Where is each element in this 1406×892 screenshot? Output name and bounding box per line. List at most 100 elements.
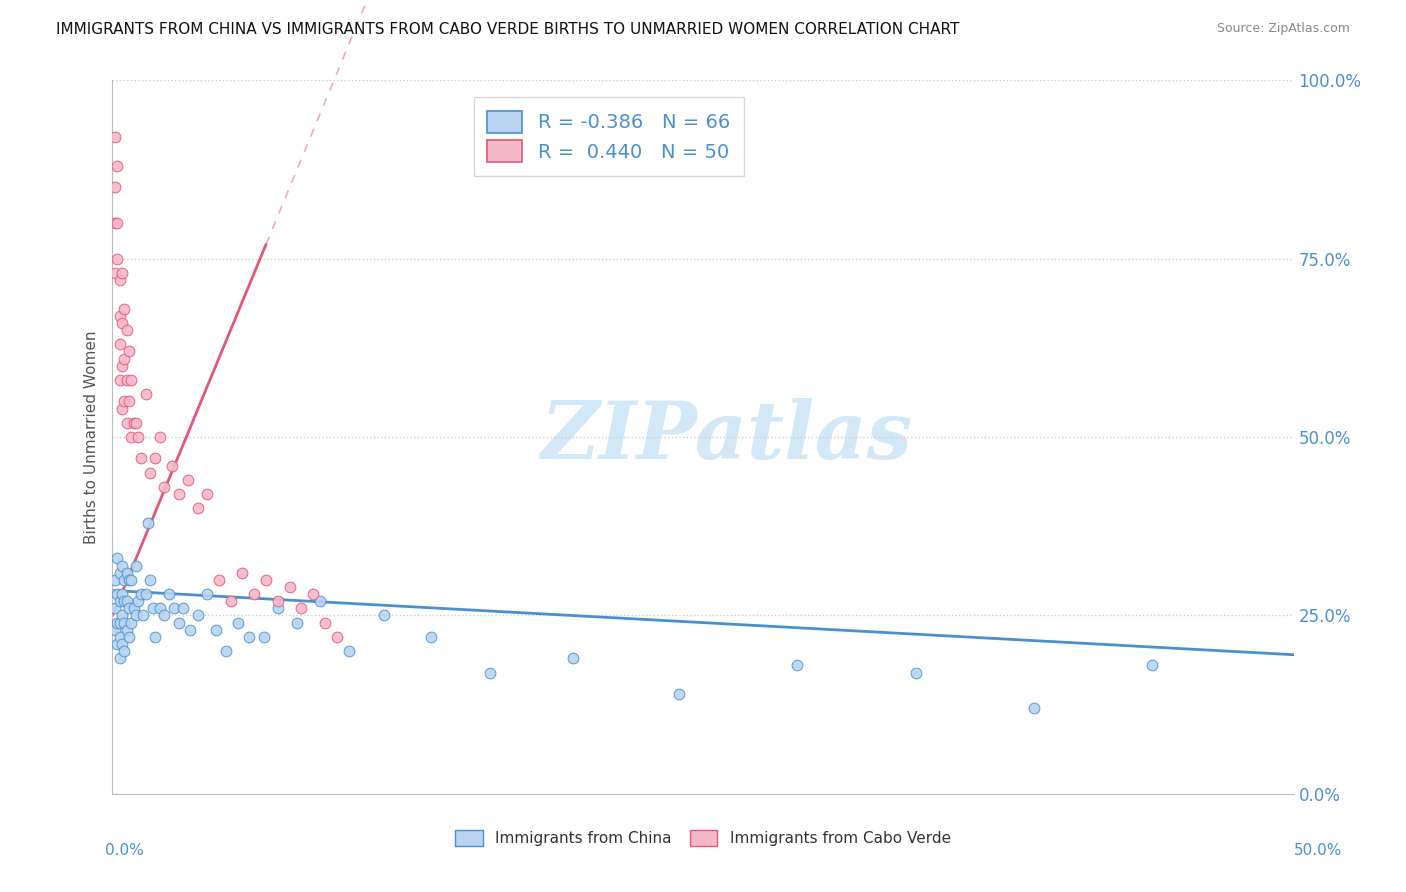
Point <box>267 601 290 615</box>
Point <box>125 558 148 573</box>
Point <box>326 630 349 644</box>
Text: Source: ZipAtlas.com: Source: ZipAtlas.com <box>1216 22 1350 36</box>
Point <box>108 309 131 323</box>
Point <box>904 665 927 680</box>
Point <box>139 573 162 587</box>
Point <box>108 630 131 644</box>
Point <box>105 587 128 601</box>
Point <box>195 587 218 601</box>
Point <box>135 387 157 401</box>
Point <box>111 401 134 416</box>
Point <box>105 637 128 651</box>
Point <box>111 316 134 330</box>
Point <box>153 480 176 494</box>
Point <box>115 323 138 337</box>
Point <box>120 615 142 630</box>
Point <box>142 601 165 615</box>
Point <box>112 644 135 658</box>
Point <box>105 551 128 566</box>
Point <box>127 594 149 608</box>
Point <box>104 216 127 230</box>
Point <box>122 416 145 430</box>
Point <box>231 566 253 580</box>
Point <box>167 615 190 630</box>
Text: 50.0%: 50.0% <box>1295 843 1343 858</box>
Point <box>104 180 127 194</box>
Point <box>108 337 131 351</box>
Point <box>285 615 308 630</box>
Point <box>111 637 134 651</box>
Point <box>115 566 138 580</box>
Point <box>479 665 502 680</box>
Point <box>125 416 148 430</box>
Point <box>104 601 127 615</box>
Point <box>125 608 148 623</box>
Point <box>108 566 131 580</box>
Point <box>111 266 134 280</box>
Point <box>129 451 152 466</box>
Point <box>105 615 128 630</box>
Point <box>108 651 131 665</box>
Point <box>108 615 131 630</box>
Point <box>115 623 138 637</box>
Point <box>1140 658 1163 673</box>
Point <box>112 351 135 366</box>
Point <box>132 608 155 623</box>
Point <box>562 651 585 665</box>
Point <box>112 301 135 316</box>
Point <box>105 159 128 173</box>
Point <box>118 394 141 409</box>
Point <box>122 601 145 615</box>
Point <box>111 359 134 373</box>
Point <box>108 594 131 608</box>
Point <box>105 216 128 230</box>
Point <box>1022 701 1045 715</box>
Text: ZIPatlas: ZIPatlas <box>540 399 912 475</box>
Point <box>149 430 172 444</box>
Point <box>104 266 127 280</box>
Point <box>186 501 208 516</box>
Point <box>243 587 266 601</box>
Point <box>172 601 194 615</box>
Point <box>668 687 690 701</box>
Point <box>314 615 336 630</box>
Point <box>149 601 172 615</box>
Point <box>267 594 290 608</box>
Point <box>179 623 201 637</box>
Point <box>118 573 141 587</box>
Point <box>104 130 127 145</box>
Point <box>290 601 312 615</box>
Point <box>302 587 325 601</box>
Point <box>143 451 166 466</box>
Point <box>143 630 166 644</box>
Point <box>104 573 127 587</box>
Point <box>253 630 276 644</box>
Text: 0.0%: 0.0% <box>105 843 145 858</box>
Point <box>112 615 135 630</box>
Point <box>186 608 208 623</box>
Point <box>167 487 190 501</box>
Point <box>127 430 149 444</box>
Point <box>108 273 131 287</box>
Point <box>129 587 152 601</box>
Point <box>420 630 443 644</box>
Point <box>139 466 162 480</box>
Point <box>135 587 157 601</box>
Point <box>177 473 200 487</box>
Legend: Immigrants from China, Immigrants from Cabo Verde: Immigrants from China, Immigrants from C… <box>447 822 959 854</box>
Point <box>163 601 186 615</box>
Point <box>111 587 134 601</box>
Point <box>157 587 180 601</box>
Point <box>118 344 141 359</box>
Point <box>120 573 142 587</box>
Point <box>786 658 808 673</box>
Point <box>115 594 138 608</box>
Point <box>112 573 135 587</box>
Point <box>373 608 395 623</box>
Point <box>208 573 231 587</box>
Point <box>115 416 138 430</box>
Point <box>254 573 277 587</box>
Point <box>238 630 260 644</box>
Point <box>136 516 159 530</box>
Text: IMMIGRANTS FROM CHINA VS IMMIGRANTS FROM CABO VERDE BIRTHS TO UNMARRIED WOMEN CO: IMMIGRANTS FROM CHINA VS IMMIGRANTS FROM… <box>56 22 960 37</box>
